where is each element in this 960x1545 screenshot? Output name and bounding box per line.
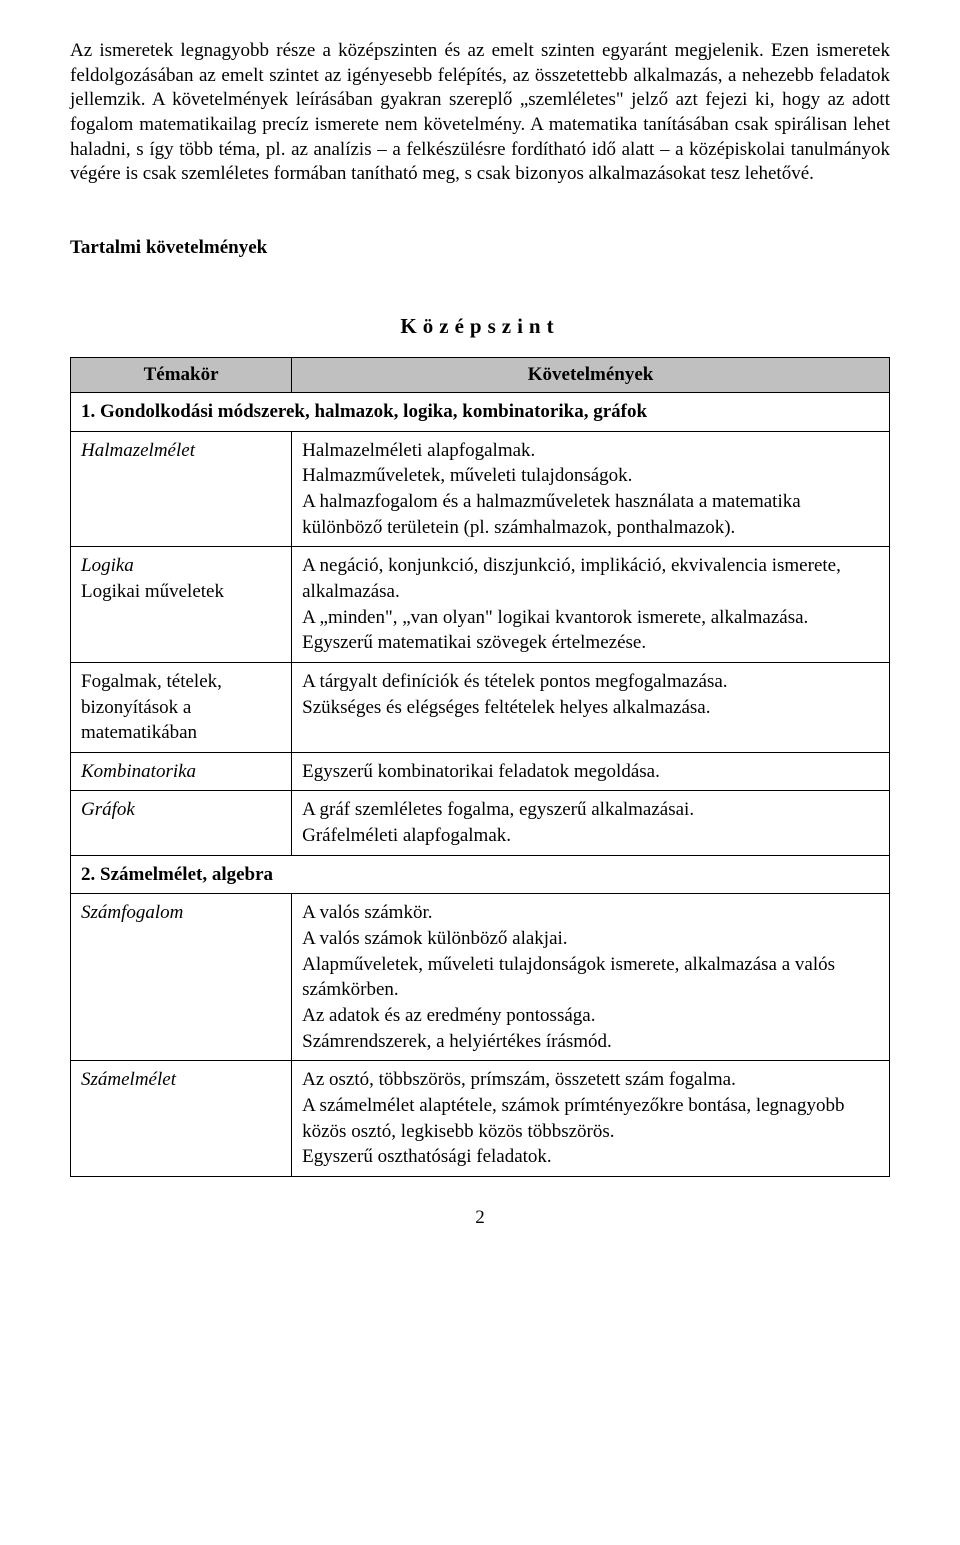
requirements-table: Témakör Követelmények 1. Gondolkodási mó…	[70, 357, 890, 1177]
table-header-temakor: Témakör	[71, 358, 292, 393]
row-sublabel: Logikai műveletek	[81, 579, 281, 605]
group-header-2: 2. Számelmélet, algebra	[71, 855, 890, 894]
row-content: Az osztó, többszörös, prímszám, összetet…	[292, 1061, 890, 1177]
page-number: 2	[70, 1207, 890, 1229]
table-row: Fogalmak, tételek, bizonyítások a matema…	[71, 662, 890, 752]
row-label: Logika	[81, 553, 281, 579]
row-label: Fogalmak, tételek, bizonyítások a matema…	[71, 662, 292, 752]
section-title: Tartalmi követelmények	[70, 237, 890, 259]
table-header-kovetelmenyek: Követelmények	[292, 358, 890, 393]
table-row: Kombinatorika Egyszerű kombinatorikai fe…	[71, 752, 890, 791]
table-row: Halmazelmélet Halmazelméleti alapfogalma…	[71, 431, 890, 547]
row-content: Egyszerű kombinatorikai feladatok megold…	[292, 752, 890, 791]
row-content: Halmazelméleti alapfogalmak.Halmazművele…	[292, 431, 890, 547]
row-label: Számelmélet	[81, 1069, 176, 1090]
intro-paragraph: Az ismeretek legnagyobb része a középszi…	[70, 39, 890, 187]
table-row: Számfogalom A valós számkör.A valós szám…	[71, 894, 890, 1061]
row-content: A gráf szemléletes fogalma, egyszerű alk…	[292, 791, 890, 855]
row-content: A negáció, konjunkció, diszjunkció, impl…	[292, 547, 890, 663]
row-content: A tárgyalt definíciók és tételek pontos …	[292, 662, 890, 752]
group-header-1: 1. Gondolkodási módszerek, halmazok, log…	[71, 393, 890, 432]
row-label: Számfogalom	[81, 902, 183, 923]
row-label: Gráfok	[81, 799, 135, 820]
row-label: Halmazelmélet	[81, 440, 195, 461]
table-row: Gráfok A gráf szemléletes fogalma, egysz…	[71, 791, 890, 855]
row-content: A valós számkör.A valós számok különböző…	[292, 894, 890, 1061]
level-heading: Középszint	[70, 314, 890, 339]
table-row: Logika Logikai műveletek A negáció, konj…	[71, 547, 890, 663]
row-label: Kombinatorika	[81, 761, 196, 782]
table-row: Számelmélet Az osztó, többszörös, prímsz…	[71, 1061, 890, 1177]
